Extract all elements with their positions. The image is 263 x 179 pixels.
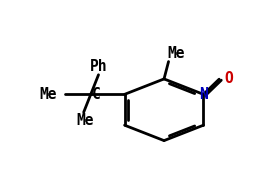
Text: O: O (225, 71, 233, 86)
Text: Me: Me (168, 46, 185, 61)
Text: Me: Me (77, 113, 94, 128)
Text: Me: Me (39, 87, 57, 102)
Text: C: C (92, 87, 101, 102)
Text: Ph: Ph (90, 59, 107, 74)
Text: N: N (199, 87, 208, 102)
